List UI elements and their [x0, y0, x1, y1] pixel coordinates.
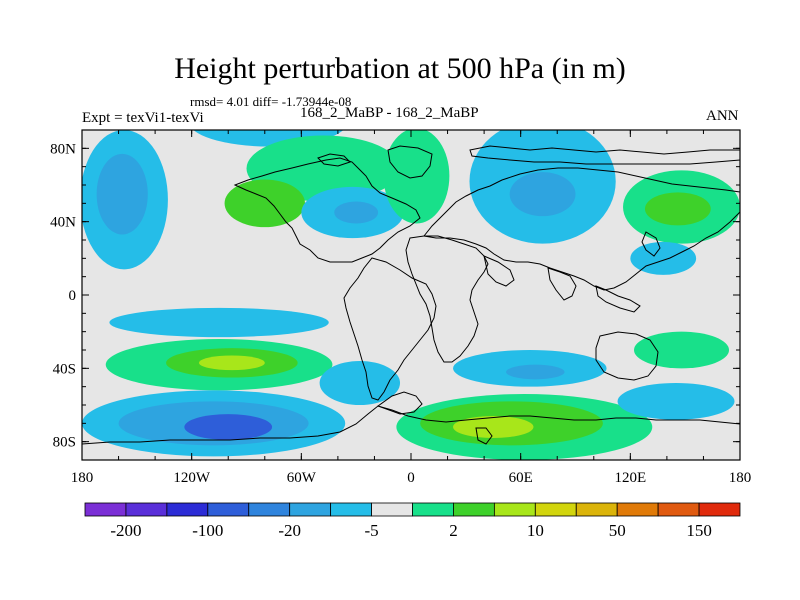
field-siberia-core: [509, 172, 576, 217]
colorbar-swatch: [330, 502, 372, 517]
coastline-australia: [595, 331, 659, 381]
colorbar-label: -20: [278, 521, 301, 540]
colorbar-swatch: [248, 502, 291, 517]
field-e-indian-green: [633, 331, 730, 369]
coastline-india: [547, 267, 577, 301]
colorbar-swatch: [289, 502, 332, 517]
colorbar-swatch: [698, 502, 741, 517]
plot-title: Height perturbation at 500 hPa (in m): [174, 52, 626, 85]
field-s-ocean-deep: [184, 414, 273, 440]
x-tick-label: 180: [71, 470, 94, 486]
field-n-pacific-core: [96, 153, 148, 235]
field-subtrop-band: [109, 307, 329, 338]
x-tick-label: 60W: [287, 470, 317, 486]
coastline-eurasia: [423, 167, 740, 291]
field-e-indian-blue: [617, 383, 735, 420]
field-n-atlantic-dip-core: [334, 201, 379, 224]
colorbar-swatch: [575, 502, 618, 517]
coastline-africa: [405, 235, 489, 363]
x-tick-label: 180: [729, 470, 752, 486]
coastline-canada-islands: [317, 153, 351, 167]
y-tick-label: 40N: [50, 215, 76, 231]
colorbar: -200 -100 -20 -5 2 10 50 150: [84, 502, 741, 540]
coastline-weddell: [376, 391, 423, 415]
field-atlantic-blue: [319, 361, 401, 405]
x-tick-label: 0: [407, 470, 415, 486]
colorbar-swatch: [453, 502, 495, 517]
colorbar-label: 10: [527, 521, 544, 540]
colorbar-label: 2: [449, 521, 458, 540]
colorbar-swatch: [412, 502, 454, 517]
colorbar-label: 50: [609, 521, 626, 540]
season-label: ANN: [706, 108, 739, 124]
y-tick-label: 80N: [50, 141, 76, 157]
map-axes: 80N 40N 0 40S 80S 180 120W 60W 0 60E 120E 180: [50, 129, 752, 486]
coastline-arctic-russia: [469, 145, 740, 165]
x-tick-label: 120W: [173, 470, 211, 486]
coastlines: [82, 145, 740, 460]
case-label: 168_2_MaBP - 168_2_MaBP: [300, 105, 479, 121]
coastline-arabia: [483, 255, 515, 287]
coastline-south-america: [343, 257, 437, 401]
colorbar-swatch: [657, 502, 700, 517]
y-tick-label: 40S: [53, 361, 76, 377]
colorbar-swatch: [371, 502, 413, 517]
y-tick-label: 80S: [53, 435, 76, 451]
coastline-se-asia: [595, 285, 641, 313]
colorbar-swatch: [166, 502, 209, 517]
field-pacific-high-core: [644, 192, 711, 226]
colorbar-swatch: [534, 502, 577, 517]
stats-line: rmsd= 4.01 diff= -1.73944e-08: [190, 94, 352, 109]
coastline-north-america: [233, 157, 421, 263]
coastline-antarctica: [82, 405, 740, 460]
colorbar-swatch: [84, 502, 127, 517]
colorbar-swatch: [616, 502, 659, 517]
coastline-greenland: [387, 145, 433, 179]
colorbar-swatch: [493, 502, 536, 517]
colorbar-label: -5: [364, 521, 378, 540]
x-tick-label: 60E: [509, 470, 533, 486]
colorbar-swatch: [207, 502, 250, 517]
colorbar-label: -200: [110, 521, 141, 540]
coastline-japan: [641, 231, 661, 257]
field-europe-green: [383, 130, 450, 224]
field-antarctic-peak: [453, 416, 534, 438]
experiment-label: Expt = texVi1-texVi: [82, 110, 204, 126]
field-indian-core: [506, 364, 565, 380]
field-n-america-high: [224, 179, 305, 228]
coastline-antarctic-peninsula: [475, 427, 493, 445]
x-tick-label: 120E: [614, 470, 646, 486]
field-japan-blue: [630, 241, 697, 275]
colorbar-label: 150: [686, 521, 712, 540]
colorbar-swatch: [125, 502, 168, 517]
colorbar-label: -100: [192, 521, 223, 540]
y-tick-label: 0: [69, 288, 77, 304]
field-south-pacific-peak: [198, 355, 265, 371]
